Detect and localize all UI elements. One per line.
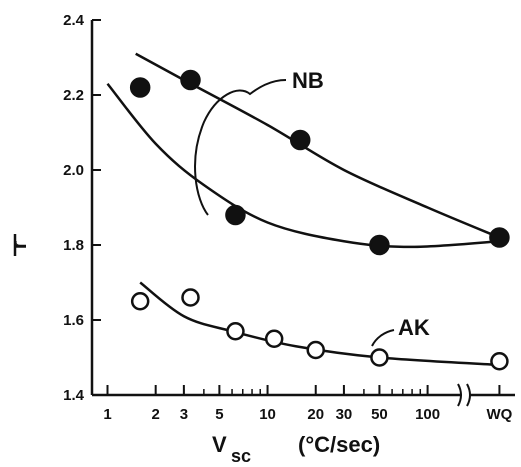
data-point-nb [489,227,510,248]
data-point-ak [181,288,200,307]
series-label-nb: NB [194,68,324,216]
data-point-ak [490,352,509,371]
x-tick-label: 20 [307,406,324,423]
fit-curve-nb [106,82,500,249]
tick-labels: 1.4 1.6 1.8 2.0 2.2 2.4 1 2 3 5 10 20 30 50 100 WQ [63,12,513,423]
axes [90,20,515,407]
x-tick-label: 1 [103,406,111,423]
data-point-ak [264,329,284,348]
data-point-nb [225,204,246,226]
x-tick-label: 5 [215,406,223,423]
x-axis-label-subscript: sc [231,446,251,466]
x-tick-label: 10 [259,406,276,423]
data-point-nb [180,69,201,91]
nb-leader-line [194,79,287,216]
data-point-nb [369,234,390,256]
x-tick-label: 3 [180,406,188,423]
series-name-nb: NB [292,68,324,93]
x-axis-unit: (°C/sec) [298,432,380,457]
y-tick-label: 1.6 [63,312,84,329]
data-point-ak [130,292,150,311]
x-tick-label: 100 [415,406,440,423]
data-point-nb [129,77,151,98]
data-points [129,69,510,371]
data-point-ak [370,348,389,367]
x-tick-label: 30 [336,406,353,423]
y-tick-label: 2.4 [63,12,85,29]
series-label-ak: AK [371,315,430,347]
y-axis-label: r [6,240,31,249]
y-tick-label: 2.0 [63,162,84,179]
x-tick-label: 2 [152,406,160,423]
x-axis-label: V [212,432,227,457]
y-axis-title: r [6,234,31,256]
axis-break-mark [457,383,471,407]
series-name-ak: AK [398,315,430,340]
y-tick-label: 2.2 [63,87,84,104]
data-point-ak [306,340,325,360]
ak-leader-line [371,329,395,347]
y-tick-label: 1.4 [63,387,85,404]
fit-curves [106,52,500,367]
x-tick-label: 50 [371,406,388,423]
data-point-nb [289,129,311,151]
x-tick-label: WQ [487,406,513,423]
y-tick-label: 1.8 [63,237,84,254]
x-axis-title: V sc (°C/sec) [212,432,380,466]
data-point-ak [226,322,245,341]
